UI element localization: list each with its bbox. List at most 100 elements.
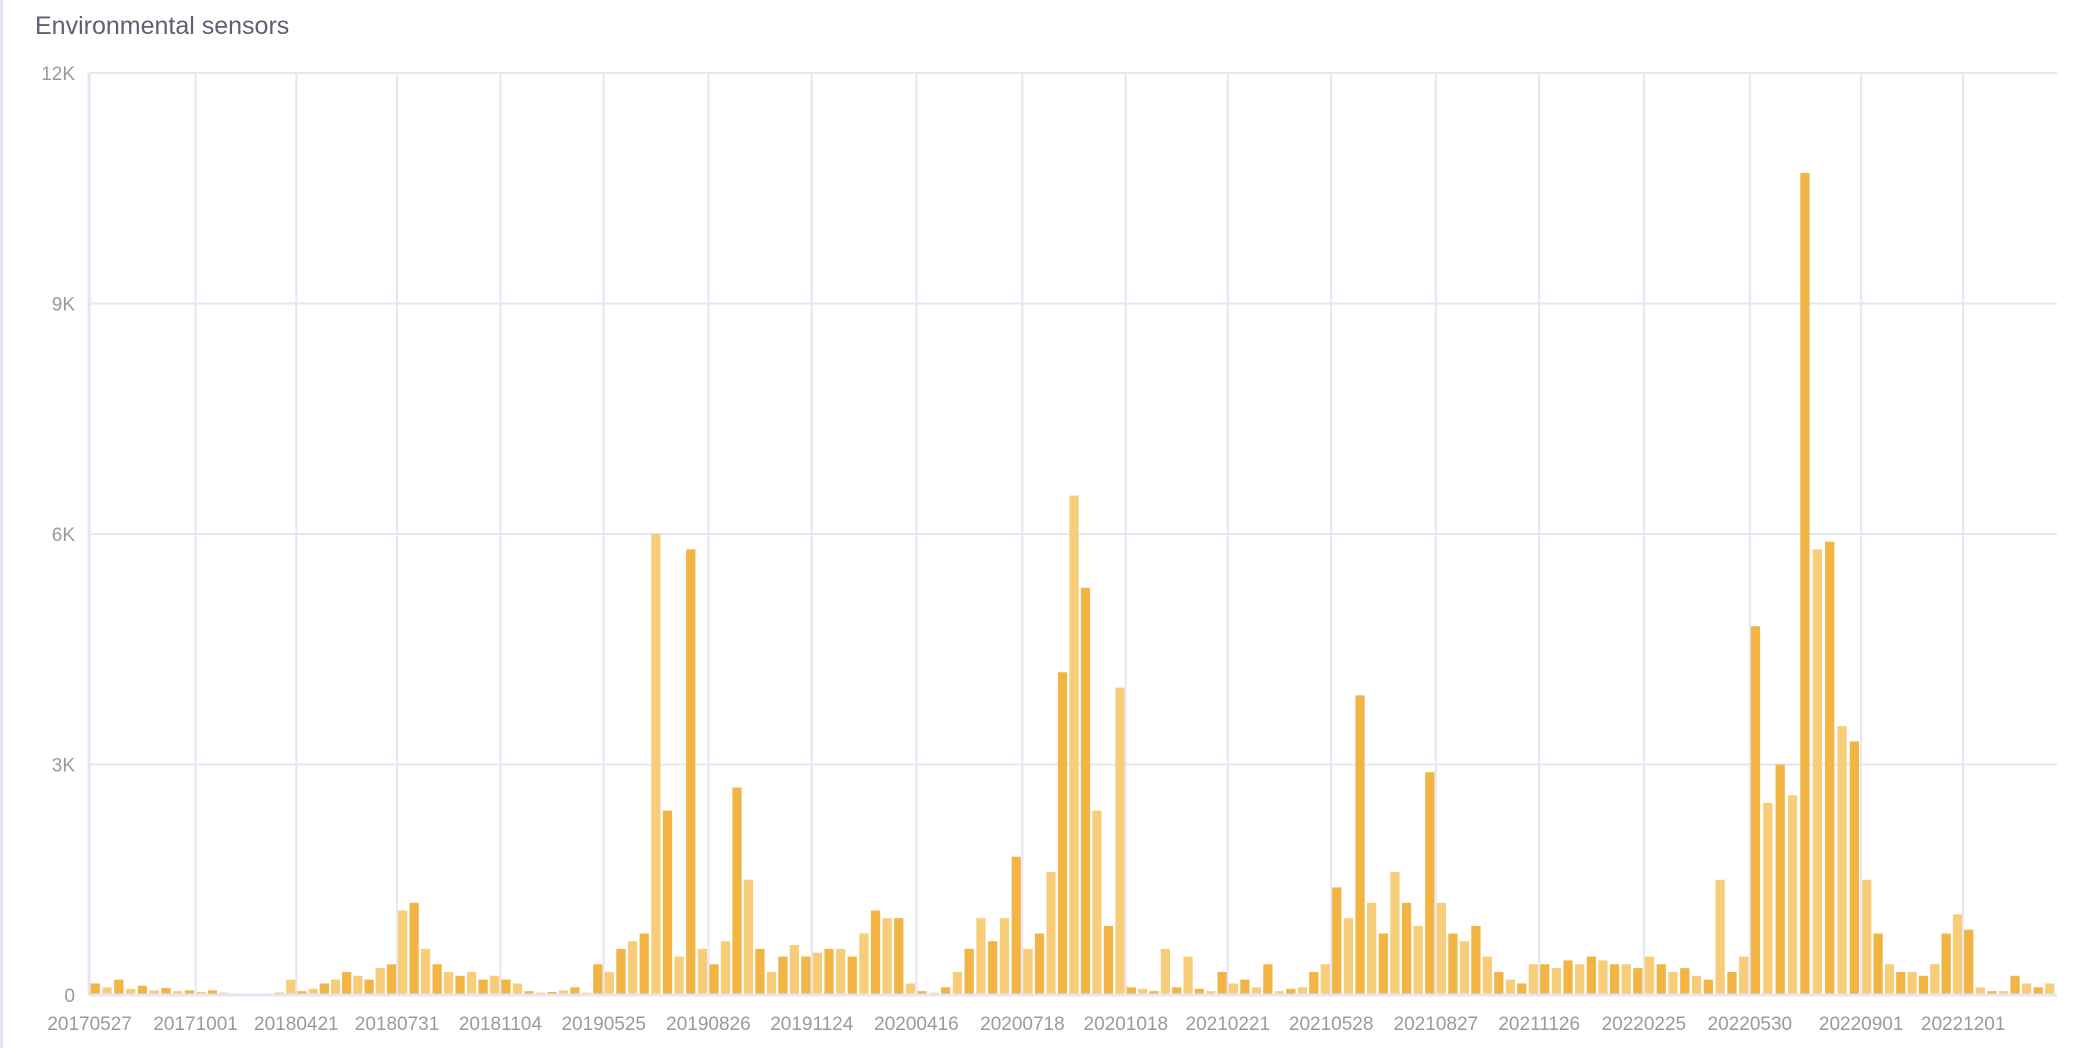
bar (1138, 988, 1148, 995)
x-tick-label: 20170527 (47, 1014, 132, 1035)
bar (870, 910, 881, 995)
bar (308, 988, 318, 995)
chart-title: Environmental sensors (35, 12, 290, 40)
bar (524, 991, 534, 995)
bar (1528, 964, 1538, 995)
bar (1862, 879, 1872, 995)
bar (1092, 810, 1102, 995)
bar (1057, 672, 1068, 995)
bar (894, 918, 904, 995)
bar (1703, 979, 1713, 995)
bar (319, 983, 329, 995)
bar (976, 918, 986, 995)
bar (1149, 991, 1159, 995)
bar (1332, 887, 1342, 995)
bar (1194, 988, 1205, 995)
x-tick-label: 20211126 (1498, 1014, 1580, 1035)
x-tick-label: 20181104 (459, 1014, 543, 1035)
bar (859, 933, 869, 995)
bar (1494, 971, 1504, 995)
bar (1217, 971, 1227, 995)
x-tick-label: 20210221 (1186, 1014, 1271, 1035)
bar (1240, 979, 1250, 995)
x-tick-label: 20200416 (874, 1014, 959, 1035)
bar (1849, 741, 1860, 995)
bar (1448, 933, 1458, 995)
bar (1775, 764, 1785, 995)
bar (1126, 987, 1137, 995)
bar (1286, 988, 1296, 995)
bar (375, 968, 385, 995)
x-tick-label: 20220530 (1708, 1014, 1793, 1035)
bar (778, 956, 788, 995)
bar (1103, 925, 1114, 995)
bar (1750, 626, 1761, 995)
bar (466, 971, 477, 995)
bar (432, 964, 442, 995)
bar (639, 933, 649, 995)
bar (964, 948, 974, 995)
x-tick-label: 20210827 (1394, 1014, 1479, 1035)
bar (651, 534, 661, 995)
bar (1172, 987, 1182, 995)
bar (149, 990, 159, 995)
bar (2010, 975, 2020, 995)
bar (1551, 968, 1562, 995)
bar (1023, 948, 1033, 995)
bar (1727, 971, 1737, 995)
bar (1274, 991, 1284, 995)
bar (478, 979, 488, 995)
x-tick-label: 20210528 (1289, 1014, 1374, 1035)
bar (420, 948, 431, 995)
bar (1873, 933, 1883, 995)
bar (1436, 902, 1447, 995)
bar-chart: 0 3K 6K 9K 12K 20170527 20171001 20180421 201807… (41, 64, 2057, 1035)
bar (1896, 971, 1906, 995)
bar (207, 990, 218, 995)
bar (1715, 879, 1725, 995)
bar (570, 987, 580, 995)
bar (1952, 914, 1963, 995)
bar (1069, 495, 1079, 995)
bar (1964, 929, 1974, 995)
bar (1263, 964, 1273, 995)
y-tick-label: 9K (52, 295, 76, 316)
bar (125, 988, 136, 995)
x-tick-label: 20171001 (153, 1014, 238, 1035)
bar (1668, 971, 1678, 995)
bar (1320, 964, 1330, 995)
bar (1297, 987, 1307, 995)
bar (1800, 172, 1810, 996)
bar (489, 975, 500, 995)
bar (2022, 983, 2032, 995)
bar (1309, 971, 1319, 995)
bar (1425, 772, 1435, 995)
bar (1115, 687, 1125, 995)
bar (173, 991, 183, 995)
bar (755, 948, 765, 995)
bar (1563, 960, 1573, 995)
x-tick-label: 20180421 (254, 1014, 339, 1035)
bar (455, 975, 465, 995)
bar (558, 990, 569, 995)
bar (1228, 983, 1239, 995)
bar (686, 549, 696, 995)
bar (917, 991, 927, 995)
bar (847, 956, 857, 995)
bar (952, 971, 963, 995)
bar (1517, 983, 1527, 995)
bar (1390, 872, 1400, 995)
bar (988, 941, 998, 995)
bar (1378, 933, 1388, 995)
bar (443, 971, 454, 995)
bar (1609, 964, 1620, 995)
y-tick-label: 3K (52, 756, 76, 777)
bar (102, 987, 112, 995)
bar (161, 988, 171, 995)
bar (137, 985, 147, 995)
bar (812, 952, 823, 995)
bar (1459, 941, 1470, 995)
x-tick-label: 20190826 (666, 1014, 751, 1035)
bar (709, 964, 719, 995)
bar (114, 979, 124, 995)
